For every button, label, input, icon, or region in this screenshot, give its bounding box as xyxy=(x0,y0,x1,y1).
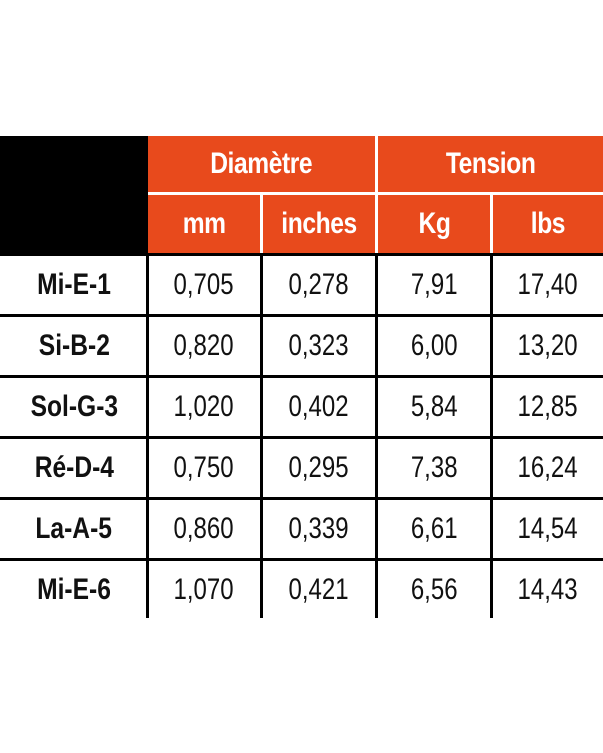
header-divider xyxy=(148,192,603,195)
cell-mm: 0,705 xyxy=(173,268,235,301)
cell-mm: 0,860 xyxy=(173,512,235,545)
header-tension: Tension xyxy=(378,136,603,192)
row-label: Mi-E-6 xyxy=(37,572,111,606)
grid-line xyxy=(0,375,603,378)
header-mm-label: mm xyxy=(182,207,226,240)
cell-mm: 0,750 xyxy=(173,451,235,484)
header-lbs: lbs xyxy=(493,195,603,253)
header-divider xyxy=(260,195,263,253)
header-lbs-label: lbs xyxy=(530,207,566,240)
cell-kg: 5,84 xyxy=(410,390,458,423)
cell-kg: 6,61 xyxy=(410,512,458,545)
cell-inches: 0,421 xyxy=(288,572,350,606)
cell-lbs: 14,54 xyxy=(517,512,579,545)
cell-lbs: 14,43 xyxy=(517,572,579,606)
row-label: La-A-5 xyxy=(35,512,113,545)
cell-lbs: 12,85 xyxy=(517,390,579,423)
cell-kg: 7,38 xyxy=(410,451,458,484)
cell-mm: 0,820 xyxy=(173,329,235,362)
grid-line xyxy=(0,253,603,256)
header-tension-label: Tension xyxy=(445,147,536,180)
header-diametre-label: Diamètre xyxy=(210,147,313,180)
header-kg: Kg xyxy=(378,195,490,253)
cell-lbs: 16,24 xyxy=(517,451,579,484)
grid-line xyxy=(490,253,493,618)
grid-line xyxy=(0,314,603,317)
cell-kg: 6,56 xyxy=(410,572,458,606)
table-corner xyxy=(0,136,148,253)
grid-line xyxy=(0,497,603,500)
header-inches: inches xyxy=(263,195,375,253)
cell-lbs: 17,40 xyxy=(517,268,579,301)
cell-kg: 7,91 xyxy=(410,268,458,301)
header-kg-label: Kg xyxy=(418,207,450,240)
cell-inches: 0,339 xyxy=(288,512,350,545)
header-mm: mm xyxy=(148,195,260,253)
cell-kg: 6,00 xyxy=(410,329,458,362)
header-divider xyxy=(490,195,493,253)
grid-line xyxy=(146,253,149,618)
grid-line xyxy=(260,253,263,618)
row-label: Mi-E-1 xyxy=(37,268,111,301)
cell-inches: 0,402 xyxy=(288,390,350,423)
cell-inches: 0,278 xyxy=(288,268,350,301)
header-diametre: Diamètre xyxy=(148,136,375,192)
grid-line xyxy=(375,253,378,618)
cell-mm: 1,070 xyxy=(173,572,235,606)
cell-inches: 0,323 xyxy=(288,329,350,362)
cell-mm: 1,020 xyxy=(173,390,235,423)
row-label: Ré-D-4 xyxy=(34,451,114,484)
cell-inches: 0,295 xyxy=(288,451,350,484)
row-label: Si-B-2 xyxy=(38,329,110,362)
header-inches-label: inches xyxy=(281,207,357,240)
grid-line xyxy=(0,436,603,439)
cell-lbs: 13,20 xyxy=(517,329,579,362)
grid-line xyxy=(0,558,603,561)
row-label: Sol-G-3 xyxy=(30,390,118,423)
